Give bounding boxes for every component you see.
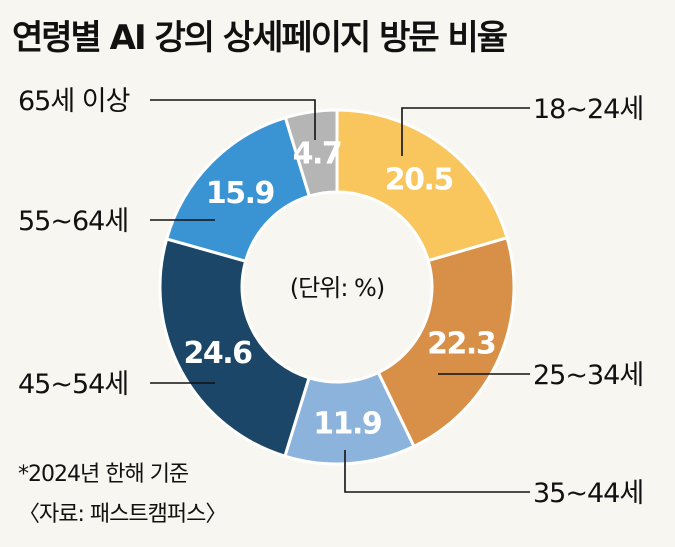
slice-label-2: 35~44세: [533, 478, 643, 509]
slice-label-5: 65세 이상: [18, 86, 130, 117]
slice-label-4: 55~64세: [18, 206, 128, 237]
unit-label: (단위: %): [290, 274, 384, 302]
slice-label-3: 45~54세: [18, 369, 128, 400]
leader-line-2: [344, 450, 530, 493]
basis-note: *2024년 한해 기준: [18, 462, 189, 487]
slice-value-3: 24.6: [184, 336, 253, 371]
slice-3: [158, 237, 311, 459]
slice-value-2: 11.9: [313, 407, 381, 442]
slice-value-0: 20.5: [385, 162, 453, 197]
leader-line-0: [401, 107, 530, 156]
slice-value-5: 4.7: [293, 136, 342, 171]
leader-line-5: [150, 99, 316, 140]
slice-1: [376, 235, 516, 449]
slice-value-1: 22.3: [427, 326, 495, 361]
source-note: 〈자료: 패스트캠퍼스〉: [18, 502, 227, 527]
slice-label-0: 18~24세: [533, 94, 643, 125]
slice-5: [283, 108, 339, 198]
chart-title: 연령별 AI 강의 상세페이지 방문 비율: [12, 18, 508, 58]
slice-label-1: 25~34세: [533, 360, 643, 391]
slice-value-4: 15.9: [206, 176, 274, 211]
